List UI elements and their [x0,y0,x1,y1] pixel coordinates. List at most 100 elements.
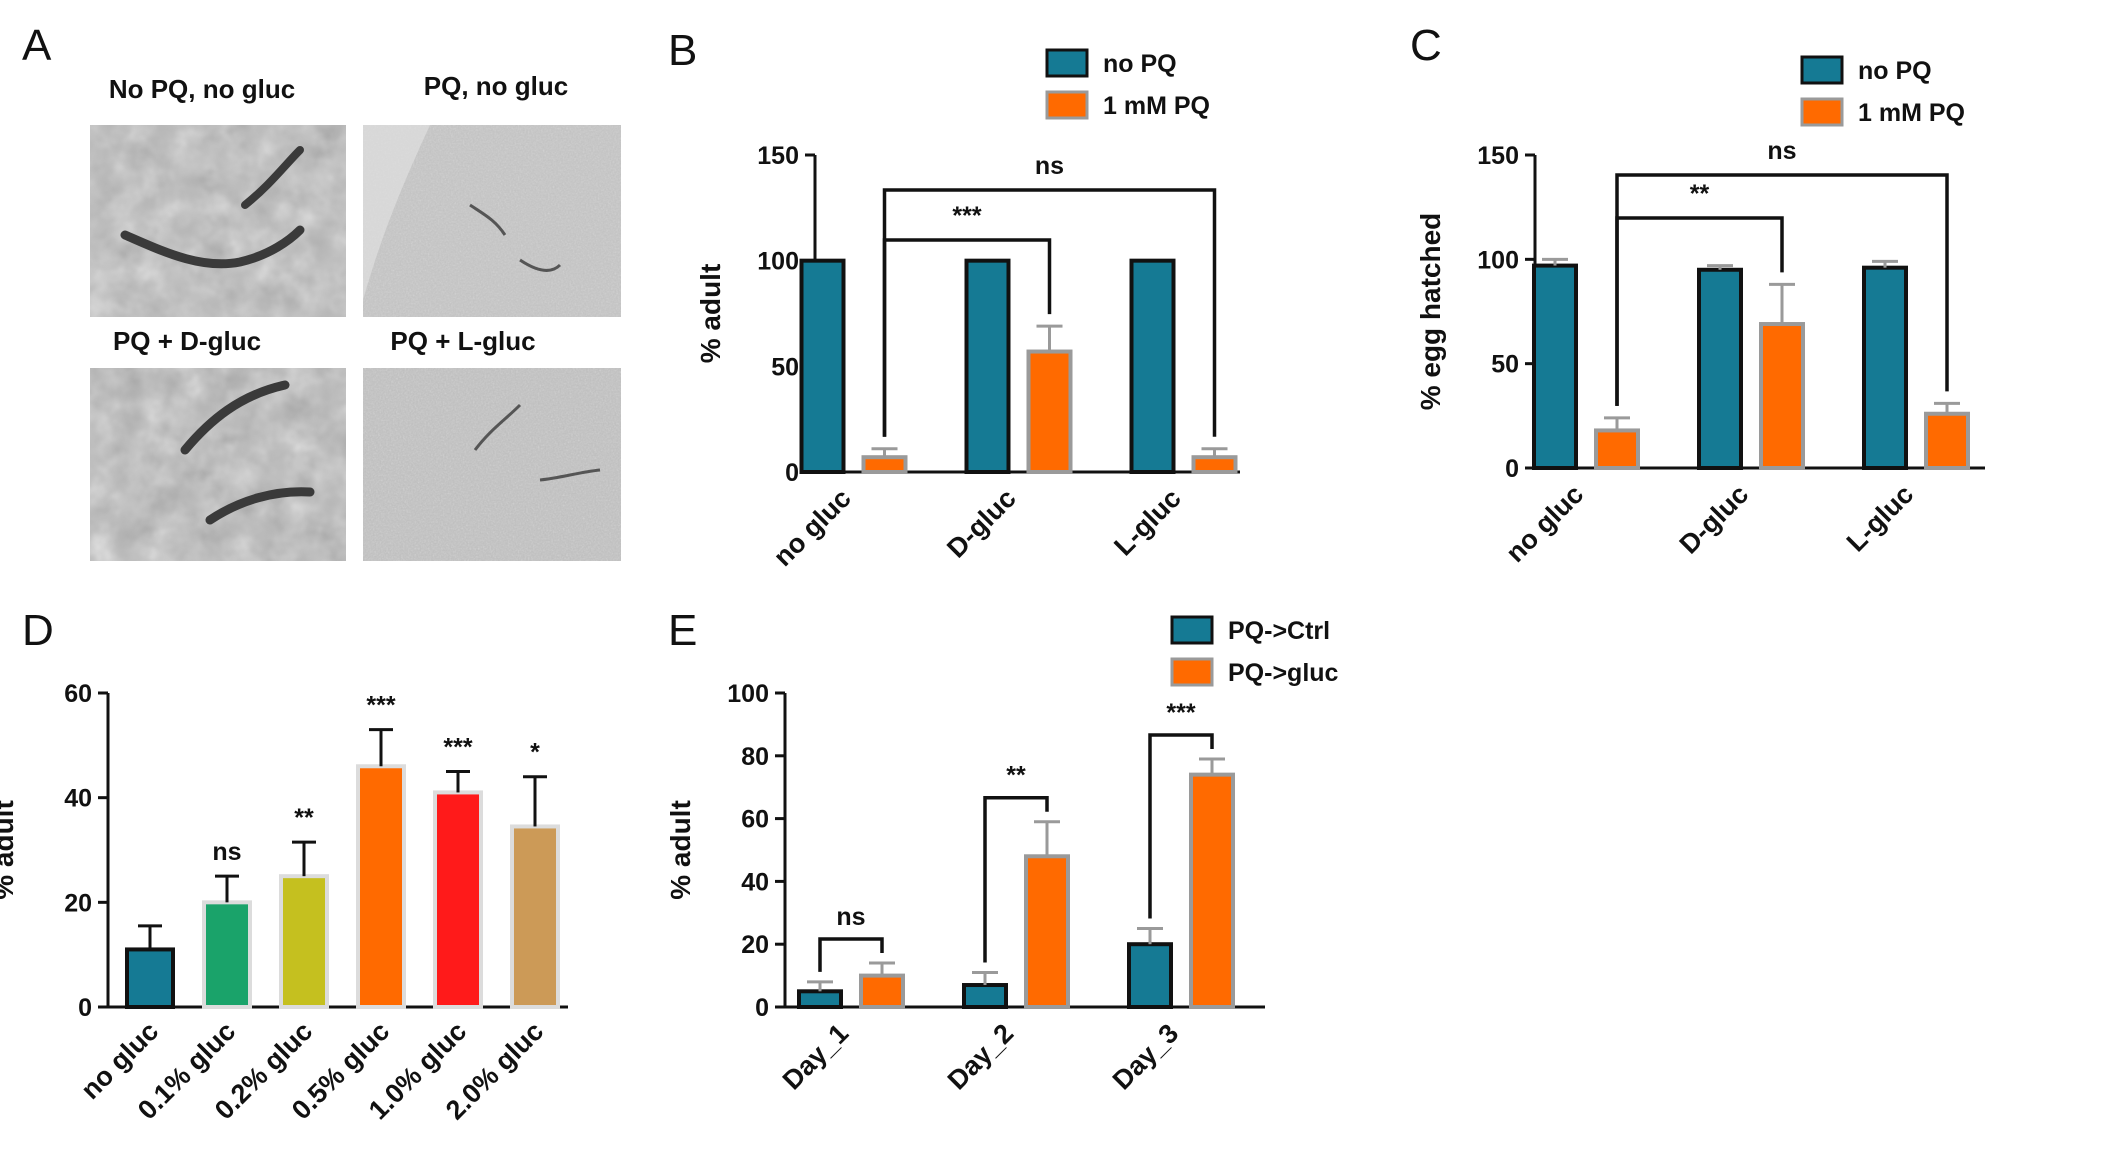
e-bar-pq-gluc-day-1 [859,973,905,1009]
c-legend-swatch-no-pq [1800,55,1844,85]
c-x-tick-label: no gluc [1500,479,1589,568]
b-bar-1-mm-pq-d-gluc [1026,349,1073,475]
b-bar-no-pq-l-gluc [1129,258,1176,474]
micrograph-title-pq-d-gluc: PQ + D-gluc [113,326,261,356]
b-y-tick-label: 100 [757,248,799,276]
b-x-tick-label: D-gluc [941,483,1022,564]
c-bar-1-mm-pq-l-gluc [1924,411,1970,471]
e-significance-label: *** [1166,699,1195,727]
d-y-tick-label: 60 [64,680,92,708]
c-y-tick-label: 0 [1505,455,1519,483]
d-significance-label: *** [443,734,472,762]
e-significance-label: ns [836,903,865,931]
micrograph-no-pq-no-gluc [90,125,346,317]
micrograph-title-pq-no-gluc: PQ, no gluc [424,71,568,101]
c-bar-no-pq-l-gluc [1862,265,1908,470]
chart-e: 0 20 40 60 80 100 % adult Day_1 Day_2 Day_3 PQ->Ct… [665,615,1339,1096]
c-x-tick-label: D-gluc [1674,479,1755,560]
e-y-tick-label: 20 [741,931,769,959]
micrograph-pq-d-gluc [90,368,346,561]
micrograph-title-pq-l-gluc: PQ + L-gluc [390,326,535,356]
e-y-tick-label: 0 [755,994,769,1022]
panel-a-micrographs: No PQ, no gluc PQ, no gluc PQ + D-gluc P… [90,71,621,561]
b-legend-swatch-1-mm-pq [1045,90,1089,120]
d-y-axis-label: % adult [0,800,19,900]
micrograph-title-no-pq-no-gluc: No PQ, no gluc [109,74,295,104]
b-y-tick-label: 150 [757,142,799,170]
b-significance-label: *** [952,202,981,230]
e-significance-label: ** [1006,762,1026,790]
e-significance-bracket [983,795,1049,963]
d-significance-label: ** [294,804,314,832]
e-legend-swatch-pq-gluc [1170,657,1214,687]
c-y-tick-label: 100 [1477,246,1519,274]
c-y-tick-label: 50 [1491,351,1519,379]
e-x-tick-label: Day_3 [1107,1018,1184,1095]
b-x-tick-label: no gluc [768,483,857,572]
c-y-tick-label: 150 [1477,142,1519,170]
c-significance-bracket [1615,173,1949,406]
b-bar-no-pq-d-gluc [964,258,1011,474]
e-bar-pq-ctrl-day-3 [1127,942,1173,1010]
e-y-tick-label: 80 [741,743,769,771]
b-significance-label: ns [1035,152,1064,180]
e-bar-pq-gluc-day-2 [1024,854,1070,1010]
d-y-tick-label: 0 [78,994,92,1022]
c-x-tick-label: L-gluc [1841,479,1919,557]
d-bar-1-0-gluc [433,790,483,1010]
b-legend-label-no-pq: no PQ [1103,50,1177,78]
c-bar-1-mm-pq-no-gluc [1594,428,1640,471]
c-bar-1-mm-pq-d-gluc [1759,322,1805,470]
c-significance-label: ** [1690,180,1710,208]
c-significance-label: ns [1767,137,1796,165]
b-bar-no-pq-no-gluc [799,258,846,474]
e-x-tick-label: Day_1 [777,1018,854,1095]
e-y-tick-label: 40 [741,868,769,896]
d-bar-0-1-gluc [202,900,252,1009]
e-legend-label-pq-ctrl: PQ->Ctrl [1228,617,1330,645]
d-significance-label: *** [366,692,395,720]
e-legend-swatch-pq-ctrl [1170,615,1214,645]
e-x-tick-label: Day_2 [942,1018,1019,1095]
e-significance-bracket [1148,733,1214,919]
b-legend-swatch-no-pq [1045,48,1089,78]
d-significance-label: ns [212,838,241,866]
b-significance-bracket [882,188,1217,437]
b-x-tick-label: L-gluc [1108,483,1186,561]
b-bar-1-mm-pq-no-gluc [861,455,908,474]
e-y-axis-label: % adult [665,800,696,900]
c-legend-label-1-mm-pq: 1 mM PQ [1858,99,1965,127]
d-bar-0-2-gluc [279,874,329,1010]
e-y-tick-label: 100 [727,680,769,708]
d-y-tick-label: 20 [64,889,92,917]
micrograph-pq-no-gluc [363,125,621,317]
e-bar-pq-ctrl-day-2 [962,983,1008,1010]
b-y-tick-label: 0 [785,459,799,487]
b-legend-label-1-mm-pq: 1 mM PQ [1103,92,1210,120]
d-significance-label: * [530,739,540,767]
panel-label-a: A [22,21,52,70]
e-significance-bracket [818,937,884,972]
chart-c: 0 50 100 150 % egg hatched no gluc D-gluc L-glu… [1415,55,1985,568]
e-bar-pq-gluc-day-3 [1189,772,1235,1010]
panel-label-e: E [668,606,697,655]
b-y-axis-label: % adult [695,264,726,364]
e-y-tick-label: 60 [741,806,769,834]
c-y-axis-label: % egg hatched [1415,213,1446,411]
panel-label-c: C [1410,21,1442,70]
e-bar-pq-ctrl-day-1 [797,989,843,1009]
panel-label-d: D [22,606,54,655]
d-bar-0-5-gluc [356,764,406,1009]
c-bar-no-pq-d-gluc [1697,267,1743,470]
b-bar-1-mm-pq-l-gluc [1191,455,1238,474]
panel-label-b: B [668,26,697,75]
d-bar-2-0-gluc [510,824,560,1010]
c-legend-label-no-pq: no PQ [1858,57,1932,85]
d-y-tick-label: 40 [64,785,92,813]
c-bar-no-pq-no-gluc [1532,263,1578,470]
micrograph-pq-l-gluc [363,368,621,561]
chart-b: 0 50 100 150 % adult no gluc D-gluc L-gluc no PQ… [695,48,1240,572]
b-y-tick-label: 50 [771,353,799,381]
